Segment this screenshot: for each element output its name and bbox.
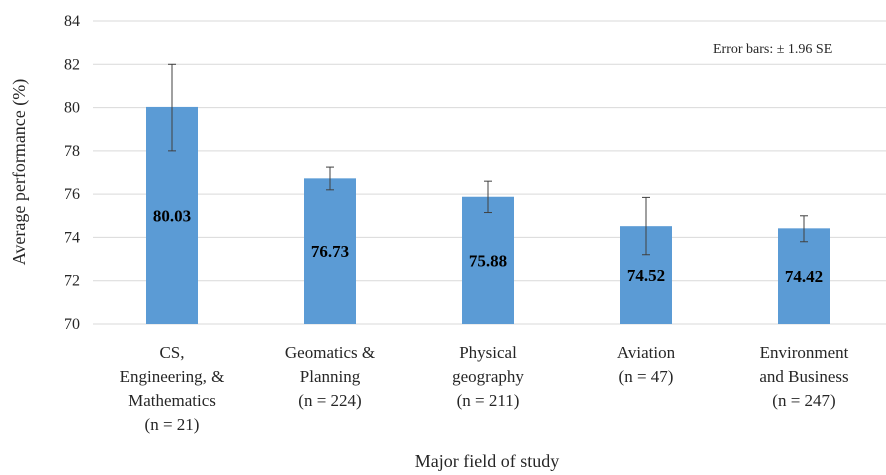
- y-tick-label: 76: [64, 186, 80, 203]
- bar: [304, 178, 356, 324]
- error-bar: [642, 196, 650, 256]
- x-tick-label-line: geography: [452, 367, 524, 386]
- data-label: 80.03: [153, 206, 191, 225]
- x-tick-label-line: Engineering, &: [120, 367, 225, 386]
- y-tick-label: 84: [64, 13, 80, 30]
- x-tick-label-line: Physical: [459, 343, 517, 362]
- data-label: 75.88: [469, 251, 507, 270]
- data-labels: 80.03 76.73 75.88 74.52 74.42: [153, 206, 823, 286]
- x-axis-title: Major field of study: [415, 451, 559, 471]
- y-tick-label: 80: [64, 100, 80, 117]
- bars: [146, 106, 830, 324]
- y-axis-ticks: 70 72 74 76 78 80 82 84: [64, 13, 80, 333]
- x-tick-label-line: (n = 247): [772, 391, 835, 410]
- x-tick-label: Geomatics & Planning (n = 224): [285, 343, 375, 410]
- x-tick-label-line: (n = 224): [298, 391, 361, 410]
- error-bar: [326, 166, 334, 191]
- error-bar: [484, 180, 492, 214]
- x-tick-label-line: Mathematics: [128, 391, 216, 410]
- error-bars: [168, 63, 808, 256]
- annotation-error-bars: Error bars: ± 1.96 SE: [713, 42, 832, 57]
- x-tick-label-line: Aviation: [617, 343, 676, 362]
- x-tick-label: Environment and Business (n = 247): [759, 343, 848, 410]
- data-label: 74.52: [627, 266, 665, 285]
- data-label: 74.42: [785, 267, 823, 286]
- y-tick-label: 82: [64, 56, 80, 73]
- x-tick-label: Aviation (n = 47): [617, 343, 676, 386]
- x-tick-label: CS, Engineering, & Mathematics (n = 21): [120, 343, 225, 434]
- x-tick-label-line: (n = 21): [145, 415, 200, 434]
- y-tick-label: 72: [64, 273, 80, 290]
- y-tick-label: 70: [64, 316, 80, 333]
- bar: [462, 196, 514, 324]
- x-tick-label: Physical geography (n = 211): [452, 343, 524, 410]
- data-label: 76.73: [311, 242, 349, 261]
- error-bar: [168, 63, 176, 152]
- x-tick-label-line: (n = 211): [457, 391, 520, 410]
- x-tick-label-line: (n = 47): [619, 367, 674, 386]
- x-tick-label-line: Environment: [760, 343, 849, 362]
- bar: [778, 228, 830, 324]
- x-tick-label-line: Geomatics &: [285, 343, 375, 362]
- y-tick-label: 78: [64, 143, 80, 160]
- x-axis-categories: CS, Engineering, & Mathematics (n = 21) Geom…: [120, 343, 849, 434]
- y-axis-title: Average performance (%): [9, 79, 30, 266]
- error-bar: [800, 215, 808, 243]
- x-tick-label-line: Planning: [300, 367, 361, 386]
- y-tick-label: 74: [64, 229, 80, 246]
- x-tick-label-line: CS,: [159, 343, 184, 362]
- x-tick-label-line: and Business: [759, 367, 848, 386]
